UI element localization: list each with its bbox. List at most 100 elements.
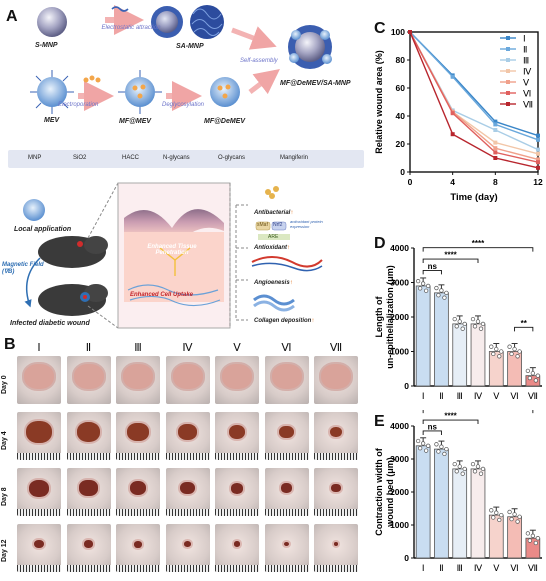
significance-bracket [422,269,442,275]
y-axis-label: wound bed (μm) [385,457,395,528]
data-point [515,354,520,359]
smaf-label: sMaf [257,222,268,228]
legend-label: Ⅲ [523,56,529,66]
data-point [452,316,457,322]
data-point [509,351,514,357]
x-tick-label: Ⅱ [439,563,443,573]
series-line [409,31,539,163]
data-point [425,283,431,289]
legend-sio2: SiO2 [73,155,87,161]
data-point [454,324,459,329]
series-point [408,30,412,34]
series-line [409,31,539,141]
wound-photo [66,412,111,460]
group-label: Ⅱ [85,342,92,354]
x-tick-label: 4 [450,177,455,187]
data-point [460,471,465,476]
data-point [417,446,423,451]
data-point [499,349,504,354]
group-label: Ⅰ [37,342,41,354]
bar [470,323,486,387]
contraction-chart: 0 1000 2000 3000 4000 Contraction width of wou… [374,410,542,573]
bar [434,292,449,387]
day-label: Day 12 [1,539,8,562]
series-point [493,122,498,127]
legend-mangiferin: Mangiferin [280,155,309,161]
series-line [409,31,539,155]
x-tick-label: 0 [408,177,413,187]
data-point [457,464,462,469]
data-point [478,471,484,476]
wound-photo [116,468,160,516]
plot-frame [409,31,539,173]
group-label: Ⅴ [233,342,241,354]
significance-bracket [422,410,534,414]
data-point [444,290,449,295]
data-point [512,346,517,352]
series-point [493,150,498,155]
x-tick-label: Ⅳ [474,391,483,401]
data-point [497,517,502,523]
wound-photo [116,356,160,404]
mfdemev-particle [210,77,240,107]
significance-label: ns [428,262,438,271]
wound-photo [165,468,210,516]
data-point [420,441,426,446]
panel-c-letter: C [374,20,386,37]
data-point [478,326,484,331]
wound-photo [314,524,358,572]
significance-label: **** [444,251,457,260]
significance-bracket [422,258,479,264]
data-point [530,371,536,376]
schematic-art [18,5,332,329]
bar [415,445,431,559]
x-tick-label: Ⅴ [493,563,500,573]
significance-bracket [422,247,534,252]
legend-marker [506,91,510,95]
wound-photo [215,412,259,460]
legend-marker [506,102,510,106]
data-point [527,538,533,543]
x-tick-label: Ⅰ [422,563,425,573]
data-point [442,295,447,300]
electrostatic-note: Electrostatic attraction [101,25,161,31]
mev-label: MEV [44,117,60,124]
y-axis-label: Relative wound area (%) [374,50,384,154]
day-label: Day 4 [1,431,8,450]
x-tick-label: Ⅲ [457,391,463,401]
significance-bracket [422,419,479,425]
data-point [517,514,522,519]
bar [470,468,486,559]
wound-photo [116,412,160,460]
series-line [409,31,539,169]
significance-label: ns [428,422,438,431]
legend-marker [506,47,510,51]
data-point [444,446,449,452]
wound-photo [66,356,111,404]
legend-marker [506,58,510,62]
series-point [493,146,498,151]
wound-photo [314,356,358,404]
wound-photo [66,468,111,516]
series-point [493,156,498,160]
wound-photo [66,524,111,572]
legend-hacc: HACC [122,155,140,161]
data-point [454,469,459,474]
data-point [517,349,522,354]
series-point [493,128,498,132]
series-point [536,133,540,138]
group-label: Ⅳ [182,342,193,354]
outcome-antioxidant: Antioxidant↑ [254,245,290,251]
series-point [536,165,540,170]
group-label: Ⅶ [329,342,343,354]
data-point [415,438,421,444]
data-point [452,461,457,467]
wound-photo [215,468,259,516]
wound-photo [264,356,309,404]
legend-label: Ⅵ [523,89,531,99]
self-assembly-note: Self-assembly [240,58,278,64]
y-tick-label: 2000 [390,487,409,497]
x-tick-label: Ⅳ [474,563,483,573]
data-point [439,288,444,293]
y-tick-label: 0 [400,167,405,177]
